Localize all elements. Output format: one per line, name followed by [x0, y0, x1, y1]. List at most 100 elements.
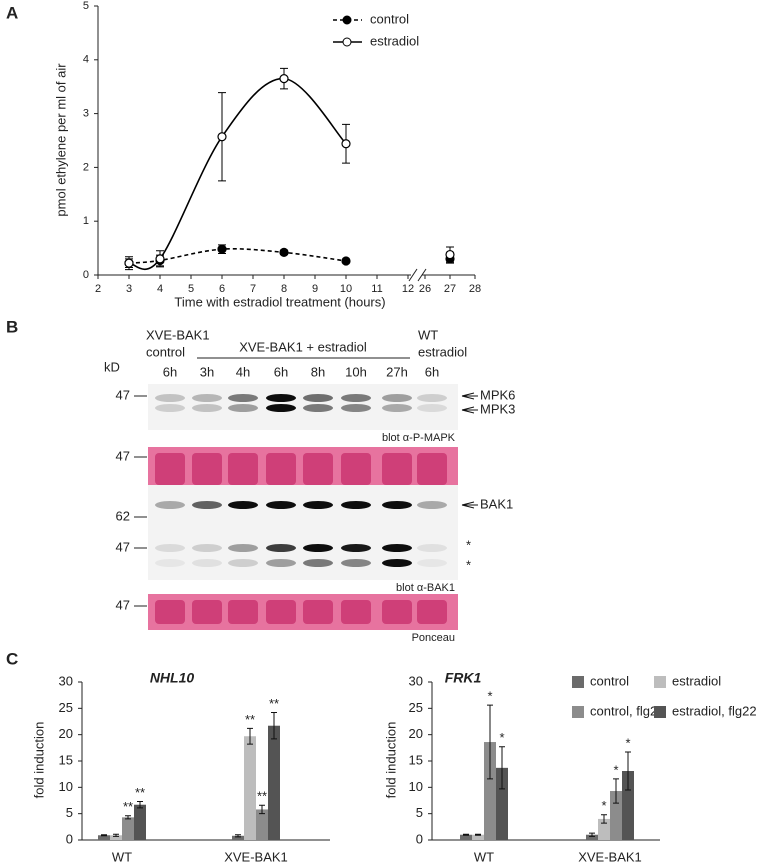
bar [122, 817, 134, 840]
y-tick-label: 5 [66, 805, 73, 820]
band [417, 404, 447, 412]
bar [496, 767, 508, 840]
x-tick-label: 11 [371, 283, 382, 295]
band [382, 404, 412, 412]
blot-caption: blot α-BAK1 [396, 582, 455, 594]
bar [244, 736, 256, 840]
band [382, 559, 412, 567]
y-tick-label: 20 [409, 726, 423, 741]
y-tick-label: 5 [416, 805, 423, 820]
band [192, 394, 222, 402]
ponceau-lane [382, 600, 412, 624]
band [382, 501, 412, 509]
lane-group-label: XVE-BAK1 + estradiol [239, 339, 367, 354]
bar [586, 834, 598, 840]
error-bar [613, 778, 619, 804]
ponceau-lane [192, 453, 222, 485]
error-bar [487, 704, 493, 780]
x-tick-label: 8 [281, 283, 287, 295]
error-bar [113, 833, 119, 837]
band [228, 501, 258, 509]
significance-label: * [487, 689, 492, 704]
band [303, 394, 333, 402]
lane-label: 8h [311, 364, 325, 379]
y-tick-label: 2 [83, 161, 89, 173]
legend-swatch [654, 676, 666, 688]
band [341, 394, 371, 402]
blot-caption: Ponceau [412, 632, 455, 644]
lane-label: 6h [425, 364, 439, 379]
band [192, 404, 222, 412]
error-bar [259, 804, 265, 815]
error-bar [589, 832, 595, 837]
lane-group-label: estradiol [418, 344, 467, 359]
bar [256, 809, 268, 840]
legend-swatch [572, 676, 584, 688]
y-tick-label: 3 [83, 108, 89, 120]
band [417, 394, 447, 402]
significance-label: ** [123, 799, 133, 814]
significance-label: * [625, 735, 630, 750]
band [155, 501, 185, 509]
legend-swatch [572, 706, 584, 718]
x-tick-label: 26 [419, 283, 431, 295]
band [266, 404, 296, 412]
x-tick-label: 7 [250, 283, 256, 295]
bar [98, 835, 110, 840]
x-tick-label: 6 [219, 283, 225, 295]
bar [622, 771, 634, 840]
bar [268, 725, 280, 840]
bar [598, 818, 610, 840]
error-bar [235, 834, 241, 838]
ponceau-lane [303, 453, 333, 485]
error-bar [271, 712, 277, 740]
legend-label: estradiol, flg22 [672, 703, 757, 718]
x-tick-label: 12 [402, 283, 414, 295]
ponceau-lane [228, 600, 258, 624]
panel-label: A [6, 3, 18, 22]
band-label: * [466, 557, 471, 572]
y-tick-label: 1 [83, 215, 89, 227]
error-bar [137, 801, 143, 809]
y-tick-label: 15 [409, 752, 423, 767]
x-tick-label: 27 [444, 283, 456, 295]
error-bar [247, 727, 253, 745]
significance-label: * [601, 798, 606, 813]
bar [472, 834, 484, 840]
bar [134, 804, 146, 840]
error-bar [475, 833, 481, 836]
band [228, 559, 258, 567]
ponceau-lane [155, 600, 185, 624]
ponceau-lane [382, 453, 412, 485]
y-tick-label: 30 [59, 673, 73, 688]
significance-label: * [499, 730, 504, 745]
chart-title: FRK1 [445, 670, 482, 686]
band [155, 404, 185, 412]
lane-label: 3h [200, 364, 214, 379]
band [303, 404, 333, 412]
y-tick-label: 5 [83, 0, 89, 12]
data-point [341, 139, 351, 149]
band [303, 544, 333, 552]
bar [460, 834, 472, 840]
x-tick-label: WT [112, 849, 132, 864]
y-tick-label: 0 [66, 831, 73, 846]
band [228, 404, 258, 412]
error-bar [499, 746, 505, 790]
data-point [279, 247, 289, 258]
band [192, 544, 222, 552]
significance-label: ** [269, 696, 279, 711]
data-point [124, 258, 134, 268]
ponceau-lane [303, 600, 333, 624]
data-point [155, 254, 165, 264]
y-tick-label: 20 [59, 726, 73, 741]
lane-label: 10h [345, 364, 367, 379]
axis-break [417, 268, 427, 282]
mw-marker: 47 [116, 448, 130, 463]
mw-marker: 47 [116, 539, 130, 554]
ponceau-lane [228, 453, 258, 485]
band [228, 544, 258, 552]
error-bar [463, 833, 469, 836]
bar [484, 742, 496, 840]
band [341, 544, 371, 552]
